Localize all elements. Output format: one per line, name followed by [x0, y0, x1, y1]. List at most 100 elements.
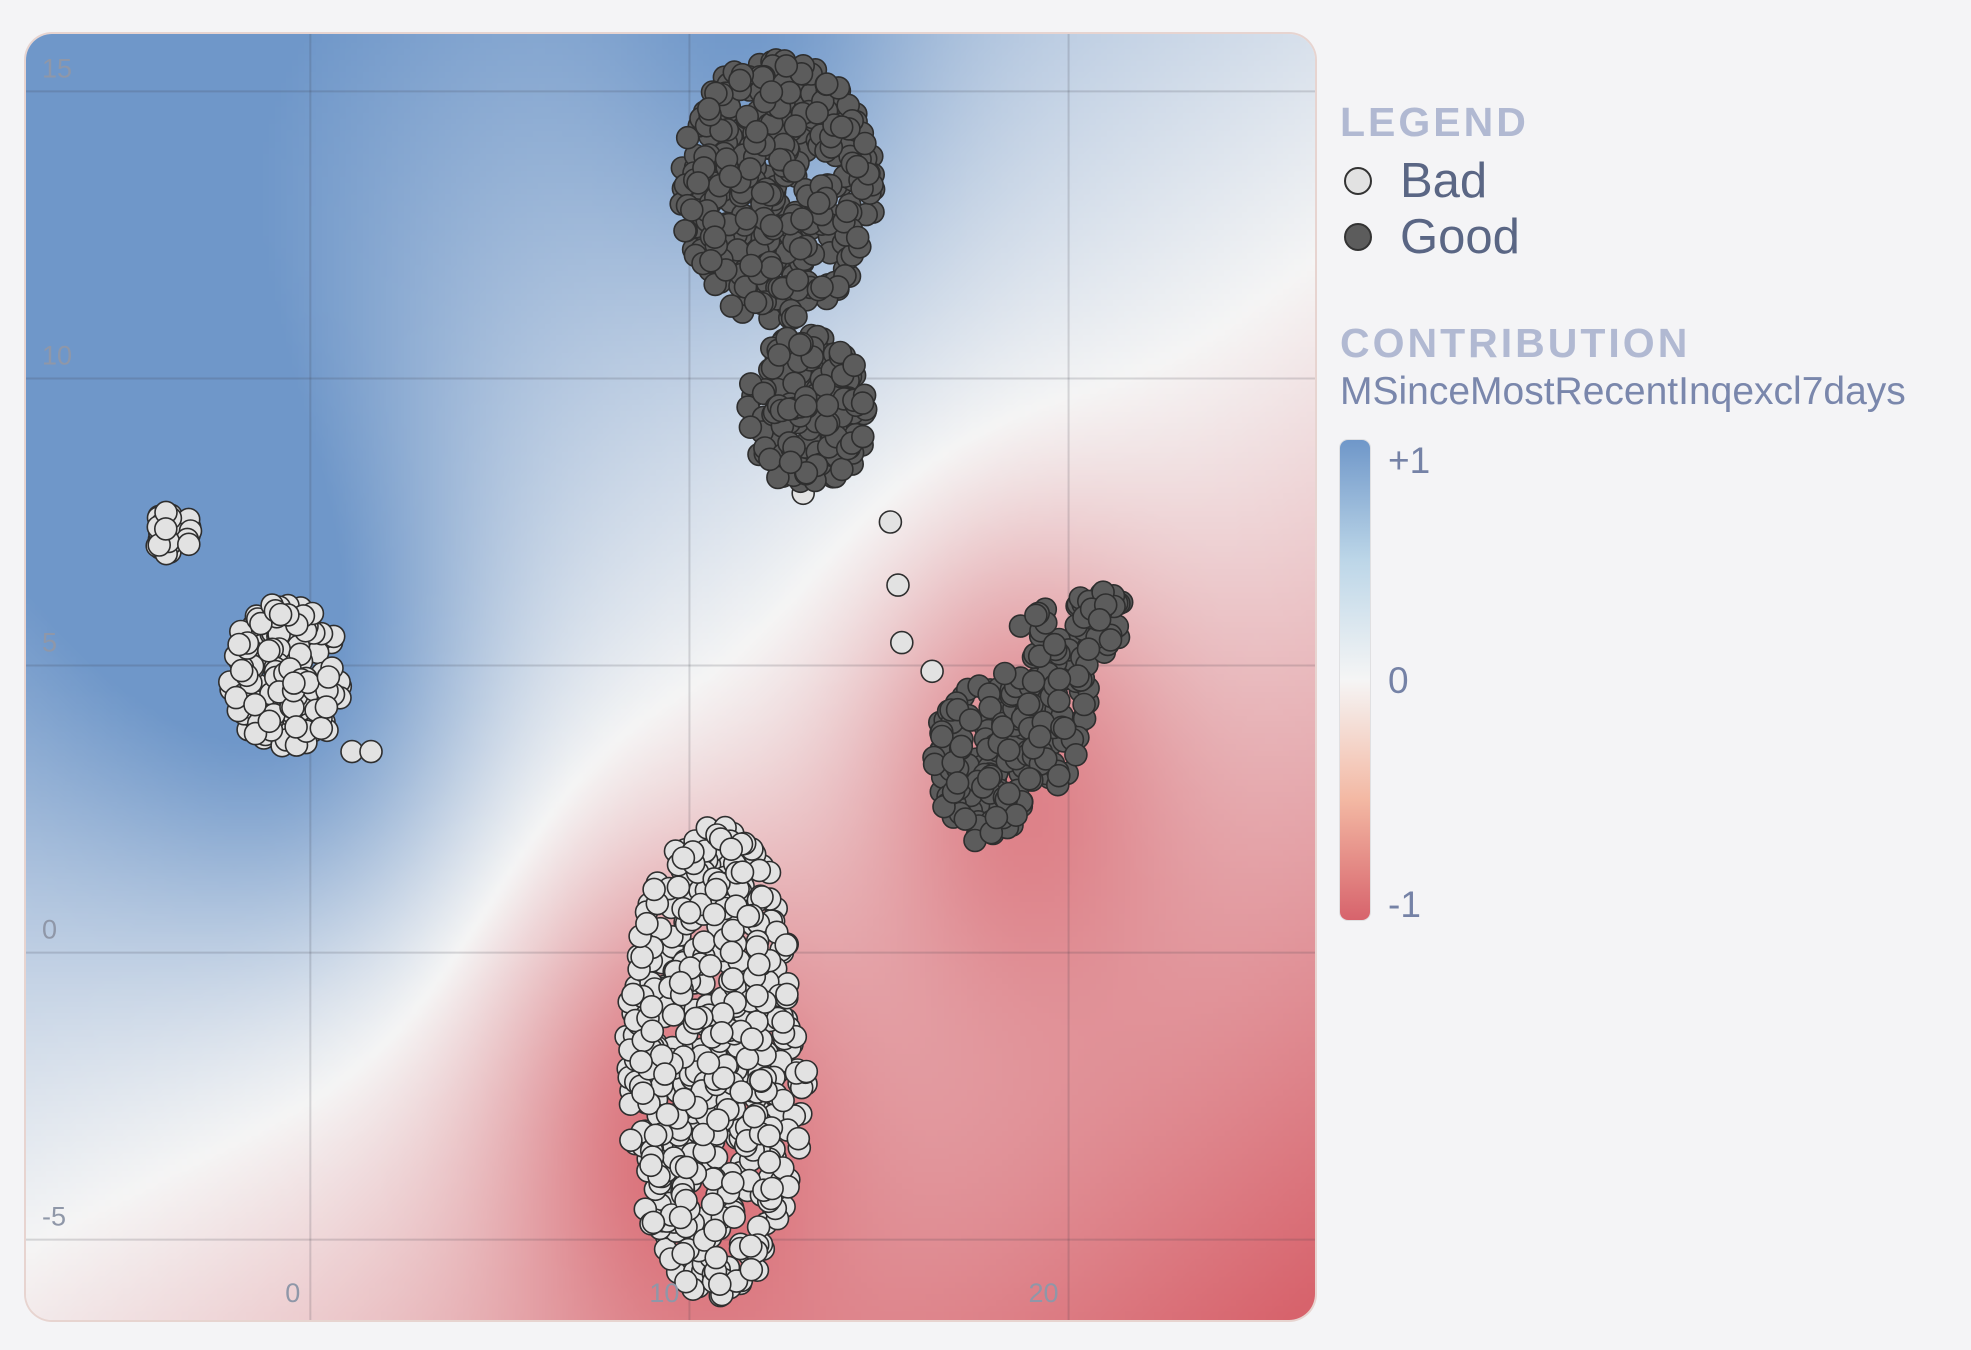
point-bad — [661, 1003, 686, 1027]
point-good — [814, 72, 839, 96]
point-bad — [653, 1062, 677, 1086]
point-good — [743, 290, 768, 315]
point-good — [734, 207, 759, 231]
point-bad — [720, 967, 745, 991]
point-bad — [739, 1257, 764, 1282]
legend-panel: LEGEND Bad Good CONTRIBUTION MSinceMostR… — [1340, 99, 1960, 925]
legend-item-bad[interactable]: Bad — [1340, 153, 1960, 209]
point-bad — [886, 573, 910, 597]
point-bad — [736, 904, 761, 929]
y-tick-label: 5 — [42, 628, 57, 658]
point-good — [945, 771, 970, 795]
y-tick-label: 0 — [42, 915, 57, 945]
legend-item-good[interactable]: Good — [1340, 209, 1960, 265]
colorbar-mid-label: 0 — [1388, 660, 1409, 702]
y-tick-label: 10 — [42, 340, 72, 370]
point-bad — [639, 994, 664, 1019]
x-tick-label: 0 — [285, 1278, 300, 1308]
point-bad — [177, 532, 201, 557]
point-bad — [729, 1080, 754, 1104]
point-good — [930, 724, 954, 749]
legend-label-good: Good — [1400, 210, 1520, 265]
point-bad — [920, 659, 944, 684]
point-good — [1064, 742, 1088, 767]
point-bad — [745, 983, 769, 1008]
bad-marker-icon — [1344, 167, 1372, 196]
point-bad — [668, 970, 693, 995]
point-good — [778, 450, 803, 475]
point-bad — [774, 933, 799, 957]
point-good — [992, 661, 1017, 686]
point-good — [1098, 628, 1123, 652]
point-good — [782, 159, 807, 183]
point-bad — [635, 911, 659, 936]
point-bad — [730, 860, 755, 885]
point-bad — [878, 510, 903, 534]
point-good — [785, 268, 810, 292]
point-bad — [243, 692, 267, 717]
point-bad — [757, 1124, 781, 1148]
point-good — [783, 114, 808, 138]
point-good — [718, 164, 743, 189]
point-bad — [691, 1122, 715, 1147]
point-good — [788, 236, 813, 261]
point-bad — [359, 739, 383, 764]
y-tick-label: -5 — [42, 1202, 66, 1232]
point-good — [738, 157, 762, 181]
legend-items: Bad Good — [1340, 153, 1960, 265]
point-good — [1047, 667, 1072, 692]
point-good — [1052, 716, 1077, 741]
points — [145, 48, 1134, 1308]
point-good — [842, 353, 866, 378]
point-good — [853, 131, 877, 156]
point-bad — [639, 1153, 663, 1178]
point-bad — [742, 1104, 767, 1129]
point-good — [1021, 669, 1046, 694]
point-good — [767, 343, 791, 367]
point-bad — [619, 1128, 643, 1152]
point-good — [1087, 607, 1112, 632]
point-good — [784, 304, 808, 329]
y-tick-label: 15 — [42, 53, 72, 83]
point-good — [696, 97, 721, 121]
point-bad — [282, 671, 306, 695]
point-good — [806, 191, 831, 215]
point-good — [759, 255, 784, 280]
point-good — [1017, 766, 1042, 791]
point-bad — [750, 885, 774, 909]
point-bad — [643, 1123, 668, 1148]
colorbar-max-label: +1 — [1388, 440, 1431, 482]
point-bad — [746, 952, 771, 977]
point-good — [850, 424, 875, 449]
point-good — [845, 225, 870, 250]
point-good — [1028, 724, 1052, 749]
point-good — [830, 457, 854, 482]
x-tick-label: 10 — [649, 1278, 679, 1308]
point-good — [728, 68, 752, 93]
point-bad — [257, 709, 282, 734]
point-good — [1076, 637, 1101, 662]
point-bad — [719, 940, 744, 965]
point-bad — [704, 877, 729, 902]
contribution-title: CONTRIBUTION — [1340, 320, 1691, 367]
point-good — [758, 447, 782, 472]
point-bad — [738, 1234, 763, 1258]
point-bad — [703, 1218, 727, 1243]
point-good — [790, 207, 814, 231]
point-bad — [677, 900, 702, 925]
legend-label-bad: Bad — [1400, 154, 1488, 209]
point-bad — [316, 665, 341, 689]
point-bad — [889, 630, 914, 655]
colorbar-gradient — [1340, 440, 1370, 921]
point-bad — [672, 1087, 696, 1112]
point-good — [949, 734, 974, 759]
point-good — [1042, 632, 1067, 657]
point-bad — [794, 1059, 819, 1084]
point-bad — [631, 1081, 655, 1105]
point-good — [1024, 603, 1048, 628]
point-bad — [775, 982, 799, 1007]
point-bad — [740, 1027, 764, 1051]
point-good — [829, 115, 854, 139]
point-bad — [629, 1050, 653, 1074]
point-good — [719, 294, 744, 318]
